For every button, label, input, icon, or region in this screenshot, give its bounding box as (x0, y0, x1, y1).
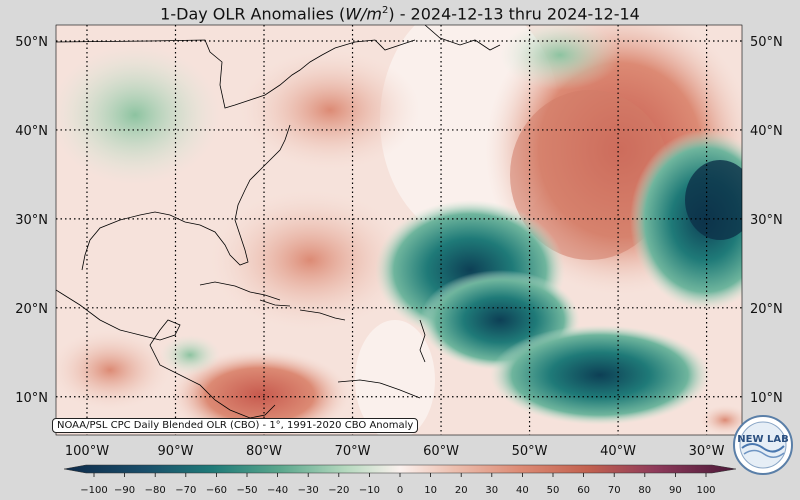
lat-labels-right: 50°N 40°N 30°N 20°N 10°N (750, 35, 783, 406)
map-title: 1-Day OLR Anomalies (W/m2) - 2024-12-13 … (0, 0, 800, 24)
newlab-logo: NEW LAB (733, 415, 793, 475)
colorbar-tick-label: 100 (696, 485, 715, 496)
colorbar-tick-label: −60 (206, 485, 227, 496)
colorbar-tick-label: −50 (236, 485, 257, 496)
colorbar-tick-label: 60 (577, 485, 590, 496)
title-prefix: 1-Day OLR Anomalies ( (160, 4, 346, 24)
title-suffix: ) - 2024-12-13 thru 2024-12-14 (388, 4, 640, 24)
colorbar-tick-label: −40 (267, 485, 288, 496)
colorbar-tick-label: −70 (175, 485, 196, 496)
lon-labels: 100°W 90°W 80°W 70°W 60°W 50°W 40°W 30°W (65, 444, 725, 459)
colorbar-tick-label: 30 (485, 485, 498, 496)
colorbar-tick-label: 20 (455, 485, 468, 496)
coastlines (56, 25, 501, 419)
title-unit: W/m (345, 4, 382, 24)
colorbar-tick-label: −20 (328, 485, 349, 496)
colorbar-tick-label: 10 (424, 485, 437, 496)
lat-label: 40°N (15, 124, 48, 139)
colorbar-tick-label: 90 (669, 485, 682, 496)
lat-label: 10°N (15, 391, 48, 406)
lat-label-right: 50°N (750, 35, 783, 50)
title-unit-exponent: 2 (381, 5, 389, 16)
lat-label: 50°N (15, 35, 48, 50)
graticule (56, 25, 742, 435)
lon-label: 60°W (423, 444, 459, 459)
lon-label: 30°W (689, 444, 725, 459)
lon-label: 70°W (335, 444, 371, 459)
source-note: NOAA/PSL CPC Daily Blended OLR (CBO) - 1… (52, 418, 419, 433)
lat-label: 30°N (15, 213, 48, 228)
colorbar-tick-label: −90 (114, 485, 135, 496)
lat-labels-left: 50°N 40°N 30°N 20°N 10°N (15, 35, 48, 406)
map-frame (55, 24, 743, 436)
colorbar-tick-label: −30 (298, 485, 319, 496)
colorbar-ticks: −100 −90 −80 −70 −60 −50 −40 −30 −20 −10 0 10 20 30 40… (80, 473, 716, 496)
anomaly-field (56, 25, 742, 435)
colorbar-tick-label: −80 (145, 485, 166, 496)
colorbar-tick-label: −10 (359, 485, 380, 496)
lon-label: 50°W (512, 444, 548, 459)
lon-label: 100°W (65, 444, 109, 459)
lat-label-right: 10°N (750, 391, 783, 406)
lat-label-right: 30°N (750, 213, 783, 228)
colorbar-tick-label: 40 (516, 485, 529, 496)
lon-label: 90°W (158, 444, 194, 459)
colorbar-tick-label: 80 (638, 485, 651, 496)
lon-label: 80°W (246, 444, 282, 459)
lat-label: 20°N (15, 302, 48, 317)
colorbar-tick-label: −100 (80, 485, 107, 496)
logo-text: NEW LAB (737, 434, 788, 445)
colorbar-tick-label: 50 (547, 485, 560, 496)
lat-label-right: 20°N (750, 302, 783, 317)
colorbar-tick-label: 70 (608, 485, 621, 496)
lat-label-right: 40°N (750, 124, 783, 139)
colorbar (63, 464, 737, 474)
lon-label: 40°W (600, 444, 636, 459)
colorbar-tick-label: 0 (397, 485, 403, 496)
